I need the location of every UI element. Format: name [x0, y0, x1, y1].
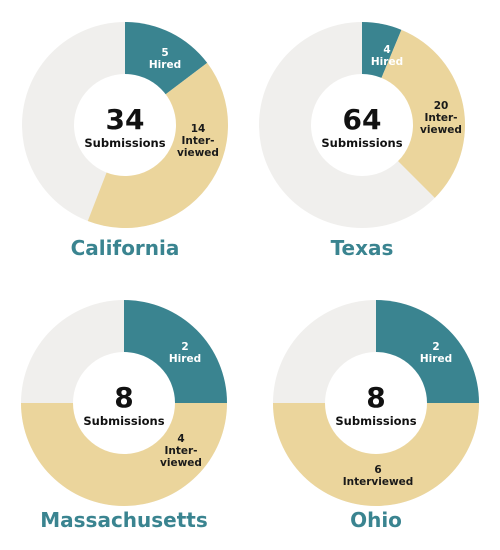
total-value-california: 34 [106, 103, 145, 136]
total-label-massachusetts: Submissions [83, 414, 164, 428]
donut-hole-texas [311, 74, 413, 176]
slice-label-hired-texas: Hired [371, 56, 403, 68]
slice-label-hired-texas: 4 [383, 44, 390, 56]
slice-label-hired-massachusetts: Hired [169, 353, 201, 365]
state-label-texas: Texas [330, 236, 394, 260]
slice-label-interviewed-california: Inter- [181, 135, 214, 147]
state-label-california: California [70, 236, 180, 260]
total-value-massachusetts: 8 [114, 381, 133, 414]
slice-label-interviewed-texas: viewed [420, 124, 462, 136]
slice-label-hired-ohio: Hired [420, 353, 452, 365]
slice-label-hired-california: Hired [149, 59, 181, 71]
slice-label-interviewed-massachusetts: viewed [160, 457, 202, 469]
donut-hole-california [74, 74, 176, 176]
donut-slice-interviewed-massachusetts [21, 403, 227, 506]
slice-label-interviewed-ohio: 6 [374, 464, 381, 476]
donut-hole-ohio [325, 352, 427, 454]
slice-label-hired-massachusetts: 2 [181, 341, 188, 353]
slice-label-interviewed-texas: Inter- [424, 112, 457, 124]
state-label-ohio: Ohio [350, 508, 402, 532]
total-value-ohio: 8 [366, 381, 385, 414]
state-label-massachusetts: Massachusetts [40, 508, 208, 532]
slice-label-interviewed-ohio: Interviewed [343, 476, 414, 488]
total-label-texas: Submissions [321, 136, 402, 150]
donut-slice-interviewed-ohio [273, 403, 479, 506]
slice-label-interviewed-massachusetts: Inter- [164, 445, 197, 457]
slice-label-interviewed-texas: 20 [434, 100, 449, 112]
donut-hole-massachusetts [73, 352, 175, 454]
slice-label-interviewed-massachusetts: 4 [177, 433, 184, 445]
total-label-ohio: Submissions [335, 414, 416, 428]
donut-slice-interviewed-texas [362, 29, 466, 198]
slice-label-interviewed-california: viewed [177, 147, 219, 159]
slice-label-hired-ohio: 2 [432, 341, 439, 353]
slice-label-hired-california: 5 [161, 47, 168, 59]
slice-label-interviewed-california: 14 [191, 123, 206, 135]
total-label-california: Submissions [84, 136, 165, 150]
total-value-texas: 64 [343, 103, 382, 136]
